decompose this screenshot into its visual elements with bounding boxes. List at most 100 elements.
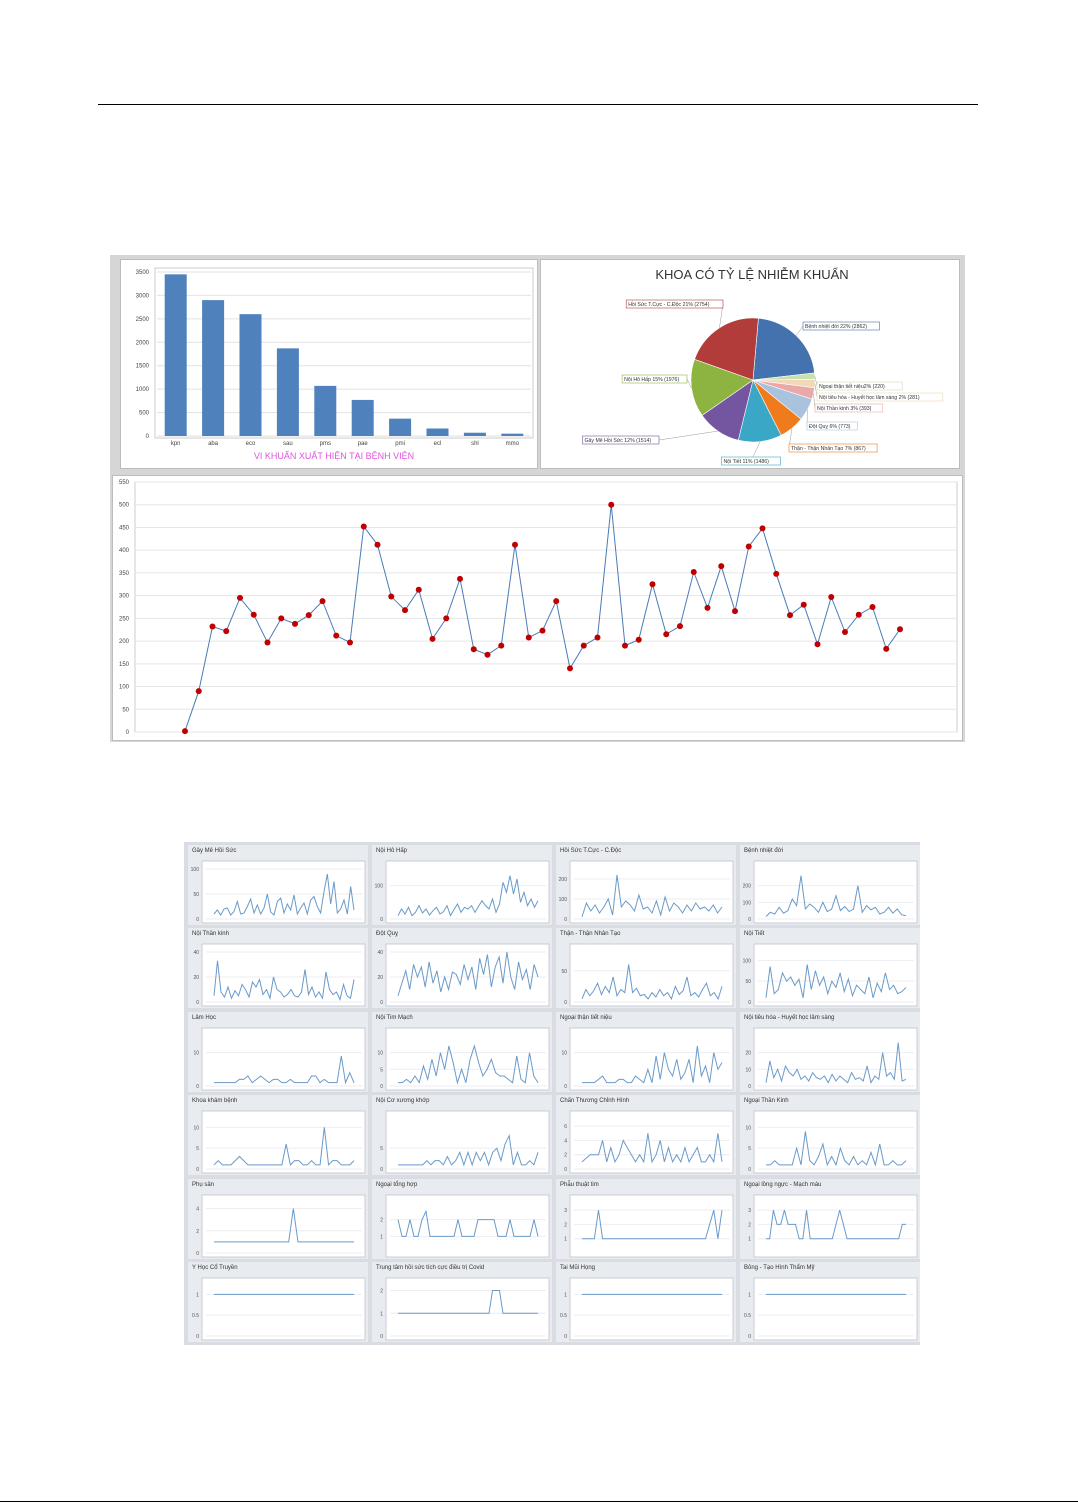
- y-tick-label: 0: [380, 1000, 383, 1006]
- y-tick-label: 0: [196, 1000, 199, 1006]
- mini-series-line: [766, 1210, 906, 1240]
- y-tick-label: 3000: [136, 293, 150, 299]
- pie-label-box: [816, 381, 903, 391]
- bar-mmo: [501, 433, 524, 436]
- y-tick-label: 2: [564, 1153, 567, 1159]
- y-tick-label: 0: [564, 917, 567, 923]
- data-point: [773, 570, 780, 577]
- data-point: [814, 641, 821, 648]
- data-point: [292, 620, 298, 627]
- pie-label-box: [806, 421, 858, 431]
- data-point: [470, 646, 477, 653]
- mini-chart-cell: Y Học Cổ Truyền 0 0.5 1: [188, 1262, 368, 1342]
- pie-label: Nội Thần kinh 3% (393): [817, 406, 872, 412]
- y-tick-label: 40: [377, 950, 383, 956]
- data-point: [842, 629, 848, 635]
- mini-series-line: [397, 951, 539, 996]
- mini-chart-title: Ngoại tổng hợp: [376, 1182, 418, 1188]
- pie-label-box: [721, 456, 781, 466]
- data-point: [635, 636, 642, 643]
- bar-aba: [202, 300, 225, 436]
- y-tick-label: 5: [748, 1146, 751, 1152]
- data-point: [567, 665, 573, 672]
- bar-shl: [463, 432, 486, 436]
- mini-chart-cell: Phụ sản 0 2 4: [188, 1179, 368, 1259]
- pie-label: Thận - Thận Nhân Tạo 7% (867): [791, 446, 866, 452]
- mini-plot-area: [753, 860, 918, 924]
- mini-plot-area: [385, 1027, 550, 1091]
- mini-chart: 0 1 2: [380, 1277, 550, 1341]
- mini-chart: 0 10: [561, 1027, 734, 1091]
- y-tick-label: 0: [380, 1334, 383, 1340]
- y-tick-label: 2: [196, 1229, 199, 1235]
- mini-chart-title: Bỏng - Tạo Hình Thẩm Mỹ: [744, 1265, 815, 1271]
- y-tick-label: 100: [375, 884, 384, 890]
- data-point: [539, 627, 546, 634]
- data-point: [305, 612, 312, 619]
- y-tick-label: 0: [196, 1334, 199, 1340]
- data-point: [828, 594, 835, 600]
- y-tick-label: 20: [745, 1051, 751, 1057]
- mini-chart-cell: Thận - Thận Nhân Tạo 0 50: [556, 928, 736, 1008]
- pie-leader-line: [814, 376, 818, 387]
- pie-label: Đột Quỵ 6% (773): [809, 424, 851, 430]
- y-tick-label: 10: [377, 1051, 383, 1057]
- mini-chart-title: Bệnh nhiệt đới: [744, 848, 783, 854]
- mini-chart-title: Hồi Sức T.Cực - C.Độc: [560, 848, 622, 854]
- x-axis-label: VI KHUẨN XUẤT HIỆN TẠI BỆNH VIỆN: [254, 450, 414, 461]
- pie-leader-line: [814, 383, 818, 398]
- mini-plot-area: [753, 1110, 918, 1174]
- y-tick-label: 0: [748, 1084, 751, 1090]
- x-tick-label: eco: [246, 441, 256, 447]
- y-tick-label: 2: [748, 1222, 751, 1228]
- pie-leader-line: [686, 378, 692, 389]
- plot-area: [134, 481, 958, 733]
- mini-chart: 0 2 4 6: [564, 1110, 734, 1174]
- x-tick-label: mmo: [506, 441, 520, 447]
- y-tick-label: 4: [564, 1138, 567, 1144]
- mini-plot-area: [385, 1110, 550, 1174]
- mini-chart-title: Y Học Cổ Truyền: [192, 1265, 238, 1271]
- mini-chart-cell: Bỏng - Tạo Hình Thẩm Mỹ 0 0.5 1: [740, 1262, 920, 1342]
- bar-kpn: [164, 274, 187, 436]
- data-point: [182, 728, 188, 735]
- small-multiples-grid: Gây Mê Hồi Sức 0 50 100 Nội Hô Hấp 0 100 Hồi Sứ…: [184, 842, 920, 1345]
- data-point: [745, 543, 752, 550]
- data-point: [264, 639, 271, 646]
- mini-chart: 12: [380, 1194, 550, 1258]
- mini-series-line: [765, 964, 907, 998]
- data-point: [333, 632, 340, 639]
- x-tick-label: kpn: [171, 441, 181, 447]
- pie-label: Bệnh nhiệt đới 22% (2862): [805, 324, 867, 330]
- y-tick-label: 0.5: [560, 1313, 567, 1319]
- y-tick-label: 200: [119, 639, 130, 645]
- data-point: [553, 598, 560, 605]
- y-tick-label: 3500: [136, 270, 150, 276]
- y-tick-label: 0: [196, 917, 199, 923]
- line-chart-panel: 0 50 100 150 200 250 300 350 400 450 500 550: [112, 475, 963, 741]
- mini-series-line: [765, 1042, 907, 1085]
- mini-chart-title: Lâm Học: [192, 1015, 217, 1021]
- y-tick-label: 20: [377, 975, 383, 981]
- mini-chart-cell: Nội Tim Mạch 0 5 10: [372, 1012, 552, 1092]
- pie-label: Nội Tiết 11% (1486): [723, 459, 769, 465]
- y-tick-label: 0: [748, 1000, 751, 1006]
- mini-series-line: [581, 964, 723, 1001]
- mini-plot-area: [201, 1277, 366, 1341]
- mini-chart: 0 50: [561, 943, 734, 1007]
- mini-series-line: [766, 1131, 907, 1167]
- mini-series-line: [213, 960, 355, 1002]
- data-point: [869, 604, 876, 610]
- y-tick-label: 4: [196, 1207, 199, 1213]
- bar-pmi: [389, 418, 412, 436]
- data-point: [457, 575, 463, 582]
- y-tick-label: 100: [743, 900, 752, 906]
- mini-chart-title: Nội Thần kinh: [192, 931, 229, 937]
- mini-chart: 0 10 20: [745, 1027, 918, 1091]
- pie-slice: [694, 317, 759, 381]
- data-point: [677, 623, 683, 630]
- data-point: [580, 642, 587, 649]
- data-point: [388, 593, 395, 600]
- pie-label: Ngoại thận tiết niệu2% (220): [819, 384, 885, 390]
- x-tick-label: pmi: [395, 441, 405, 447]
